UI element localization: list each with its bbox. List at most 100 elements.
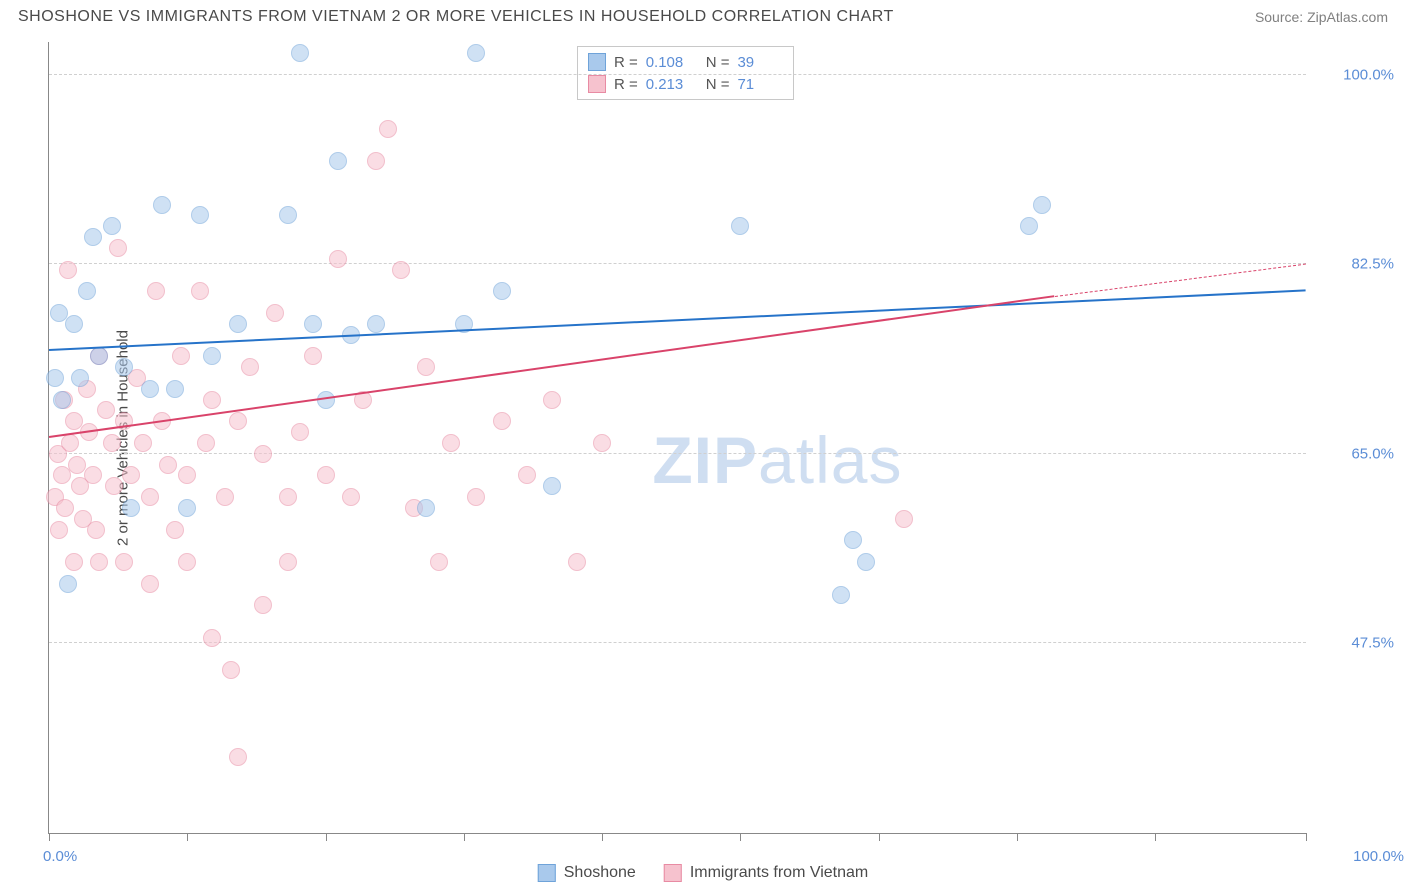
- x-tick: [1306, 833, 1307, 841]
- data-point: [59, 261, 77, 279]
- data-point: [895, 510, 913, 528]
- data-point: [1033, 196, 1051, 214]
- x-tick: [326, 833, 327, 841]
- data-point: [141, 488, 159, 506]
- data-point: [197, 434, 215, 452]
- x-tick: [1017, 833, 1018, 841]
- data-point: [279, 488, 297, 506]
- swatch-vietnam: [664, 864, 682, 882]
- data-point: [291, 44, 309, 62]
- x-axis-min-label: 0.0%: [43, 848, 77, 865]
- data-point: [430, 553, 448, 571]
- data-point: [178, 499, 196, 517]
- data-point: [317, 466, 335, 484]
- scatter-chart: 2 or more Vehicles in Household ZIPatlas…: [48, 42, 1306, 834]
- y-tick-label: 100.0%: [1314, 66, 1394, 83]
- data-point: [191, 282, 209, 300]
- data-point: [266, 304, 284, 322]
- data-point: [543, 477, 561, 495]
- swatch-shoshone: [538, 864, 556, 882]
- data-point: [279, 553, 297, 571]
- data-point: [84, 466, 102, 484]
- data-point: [115, 358, 133, 376]
- data-point: [304, 315, 322, 333]
- data-point: [417, 358, 435, 376]
- gridline: [49, 453, 1306, 454]
- data-point: [53, 466, 71, 484]
- data-point: [392, 261, 410, 279]
- data-point: [90, 553, 108, 571]
- data-point: [141, 575, 159, 593]
- data-point: [844, 531, 862, 549]
- swatch-shoshone: [588, 53, 606, 71]
- data-point: [166, 521, 184, 539]
- data-point: [65, 315, 83, 333]
- trend-line: [49, 295, 1055, 437]
- data-point: [254, 445, 272, 463]
- data-point: [50, 521, 68, 539]
- data-point: [241, 358, 259, 376]
- data-point: [417, 499, 435, 517]
- chart-source: Source: ZipAtlas.com: [1255, 9, 1388, 25]
- data-point: [61, 434, 79, 452]
- x-tick: [49, 833, 50, 841]
- data-point: [178, 466, 196, 484]
- data-point: [68, 456, 86, 474]
- data-point: [203, 347, 221, 365]
- data-point: [103, 217, 121, 235]
- gridline: [49, 74, 1306, 75]
- data-point: [59, 575, 77, 593]
- y-tick-label: 47.5%: [1314, 635, 1394, 652]
- data-point: [56, 499, 74, 517]
- chart-header: SHOSHONE VS IMMIGRANTS FROM VIETNAM 2 OR…: [0, 0, 1406, 30]
- data-point: [304, 347, 322, 365]
- data-point: [166, 380, 184, 398]
- data-point: [87, 521, 105, 539]
- data-point: [178, 553, 196, 571]
- data-point: [78, 282, 96, 300]
- x-axis-max-label: 100.0%: [1353, 848, 1404, 865]
- legend-item-vietnam: Immigrants from Vietnam: [664, 864, 868, 882]
- gridline: [49, 642, 1306, 643]
- data-point: [254, 596, 272, 614]
- series-legend: Shoshone Immigrants from Vietnam: [538, 864, 868, 882]
- y-tick-label: 65.0%: [1314, 445, 1394, 462]
- data-point: [857, 553, 875, 571]
- legend-item-shoshone: Shoshone: [538, 864, 636, 882]
- legend-row-shoshone: R = 0.108 N = 39: [588, 51, 784, 73]
- data-point: [442, 434, 460, 452]
- data-point: [191, 206, 209, 224]
- data-point: [90, 347, 108, 365]
- data-point: [279, 206, 297, 224]
- data-point: [65, 553, 83, 571]
- data-point: [203, 629, 221, 647]
- data-point: [84, 228, 102, 246]
- data-point: [467, 44, 485, 62]
- data-point: [467, 488, 485, 506]
- data-point: [229, 748, 247, 766]
- data-point: [543, 391, 561, 409]
- data-point: [53, 391, 71, 409]
- data-point: [367, 152, 385, 170]
- data-point: [731, 217, 749, 235]
- data-point: [122, 499, 140, 517]
- x-tick: [879, 833, 880, 841]
- data-point: [493, 282, 511, 300]
- data-point: [147, 282, 165, 300]
- data-point: [109, 239, 127, 257]
- x-tick: [187, 833, 188, 841]
- data-point: [46, 369, 64, 387]
- data-point: [329, 250, 347, 268]
- x-tick: [740, 833, 741, 841]
- swatch-vietnam: [588, 75, 606, 93]
- y-tick-label: 82.5%: [1314, 256, 1394, 273]
- data-point: [593, 434, 611, 452]
- gridline: [49, 263, 1306, 264]
- data-point: [159, 456, 177, 474]
- x-tick: [602, 833, 603, 841]
- data-point: [141, 380, 159, 398]
- data-point: [379, 120, 397, 138]
- legend-row-vietnam: R = 0.213 N = 71: [588, 73, 784, 95]
- data-point: [105, 477, 123, 495]
- data-point: [216, 488, 234, 506]
